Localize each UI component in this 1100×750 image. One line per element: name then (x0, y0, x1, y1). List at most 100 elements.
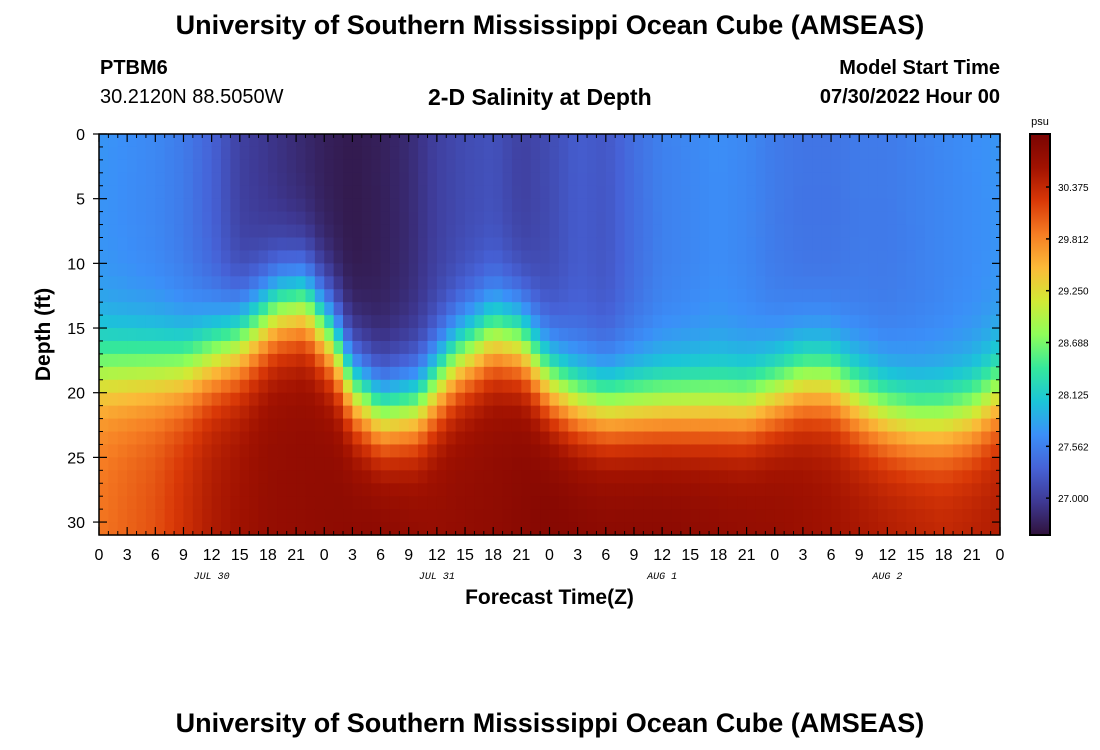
heatmap-cell (127, 315, 138, 329)
heatmap-cell (868, 159, 879, 174)
heatmap-cell (174, 211, 185, 226)
heatmap-cell (690, 392, 701, 407)
heatmap-cell (371, 263, 382, 277)
heatmap-cell (596, 237, 607, 252)
heatmap-cell (493, 509, 504, 523)
heatmap-cell (418, 146, 429, 161)
heatmap-cell (662, 444, 673, 458)
heatmap-cell (371, 134, 382, 148)
heatmap-cell (755, 276, 766, 290)
heatmap-cell (680, 198, 691, 213)
heatmap-cell (446, 146, 457, 161)
heatmap-cell (324, 302, 335, 316)
heatmap-cell (784, 496, 795, 510)
heatmap-cell (427, 470, 438, 484)
heatmap-cell (953, 198, 964, 213)
heatmap-cell (474, 134, 485, 148)
heatmap-cell (389, 405, 400, 420)
y-tick-label: 15 (67, 321, 85, 338)
heatmap-cell (361, 483, 372, 497)
heatmap-cell (277, 405, 288, 420)
heatmap-cell (990, 522, 1001, 536)
heatmap-cell (511, 185, 522, 200)
heatmap-cell (277, 224, 288, 239)
heatmap-cell (221, 379, 231, 394)
heatmap-cell (127, 211, 138, 226)
heatmap-cell (680, 328, 691, 342)
heatmap-cell (145, 328, 156, 342)
heatmap-cell (408, 509, 419, 523)
heatmap-cell (652, 328, 663, 342)
heatmap-cell (671, 198, 682, 213)
heatmap-cell (399, 483, 410, 497)
heatmap-cell (314, 509, 325, 523)
heatmap-cell (784, 224, 795, 239)
heatmap-cell (192, 185, 203, 200)
heatmap-cell (802, 457, 813, 471)
heatmap-cell (633, 483, 644, 497)
heatmap-cell (981, 405, 992, 420)
heatmap-cell (427, 315, 438, 329)
heatmap-cell (962, 405, 973, 420)
heatmap-cell (784, 353, 795, 368)
heatmap-cell (924, 328, 935, 342)
heatmap-cell (680, 470, 691, 484)
x-tick-label: 0 (770, 547, 779, 564)
heatmap-cell (840, 263, 851, 277)
heatmap-cell (877, 353, 888, 368)
heatmap-cell (558, 496, 569, 510)
heatmap-cell (483, 211, 494, 226)
heatmap-cell (145, 134, 156, 148)
heatmap-cell (915, 263, 926, 277)
heatmap-cell (587, 522, 598, 536)
heatmap-cell (249, 198, 260, 213)
heatmap-cell (296, 237, 307, 252)
heatmap-cell (117, 276, 128, 290)
heatmap-cell (192, 392, 203, 407)
heatmap-cell (183, 496, 194, 510)
heatmap-cell (577, 237, 588, 252)
heatmap-cell (662, 522, 673, 536)
heatmap-cell (502, 211, 513, 226)
heatmap-cell (680, 172, 691, 187)
heatmap-cell (192, 328, 203, 342)
heatmap-cell (474, 522, 485, 536)
heatmap-cell (258, 276, 269, 290)
heatmap-cell (333, 237, 344, 252)
heatmap-cell (211, 483, 222, 497)
heatmap-cell (802, 263, 813, 277)
heatmap-cell (465, 185, 476, 200)
heatmap-cell (540, 444, 551, 458)
heatmap-cell (831, 159, 842, 174)
heatmap-cell (343, 172, 354, 187)
heatmap-cell (192, 198, 203, 213)
heatmap-cell (915, 366, 926, 381)
heatmap-cell (915, 353, 926, 368)
heatmap-cell (924, 431, 935, 446)
heatmap-cell (399, 379, 410, 394)
heatmap-cell (709, 405, 720, 420)
heatmap-cell (596, 353, 607, 368)
heatmap-cell (877, 224, 888, 239)
heatmap-cell (455, 457, 466, 471)
heatmap-cell (840, 185, 851, 200)
heatmap-cell (399, 431, 410, 446)
heatmap-cell (690, 418, 701, 433)
heatmap-cell (633, 146, 644, 161)
heatmap-cell (793, 457, 804, 471)
heatmap-cell (324, 379, 335, 394)
heatmap-cell (793, 353, 804, 368)
heatmap-cell (877, 237, 888, 252)
heatmap-cell (136, 496, 147, 510)
heatmap-cell (136, 224, 147, 239)
heatmap-cell (230, 211, 241, 226)
heatmap-cell (727, 134, 738, 148)
heatmap-cell (202, 366, 213, 381)
heatmap-cell (821, 263, 832, 277)
heatmap-cell (127, 496, 138, 510)
heatmap-cell (962, 496, 973, 510)
heatmap-cell (633, 198, 644, 213)
heatmap-cell (652, 211, 663, 226)
heatmap-cell (605, 302, 616, 316)
heatmap-cell (643, 431, 654, 446)
